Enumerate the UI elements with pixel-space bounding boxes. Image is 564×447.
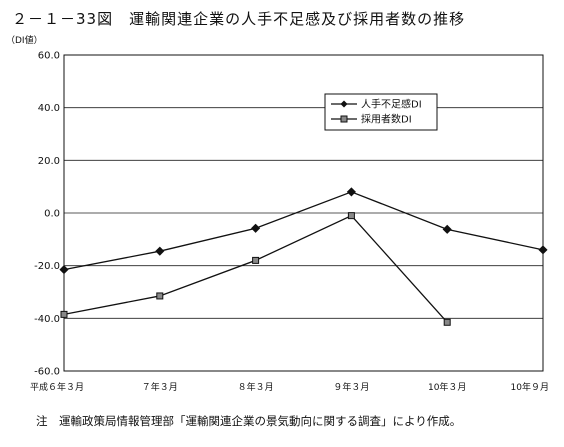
data-point-diamond: [442, 224, 452, 234]
chart-title: ２－１－33図 運輸関連企業の人手不足感及び採用者数の推移: [12, 10, 466, 28]
data-point-diamond: [251, 223, 261, 233]
plot-area-frame: [63, 54, 544, 372]
x-tick-label: 10年９月: [511, 381, 549, 393]
y-tick-label: 20.0: [38, 156, 60, 167]
legend-box: [324, 93, 438, 131]
y-tick-label: 0.0: [44, 209, 60, 220]
y-tick-label: 40.0: [38, 103, 60, 114]
data-point-square: [252, 256, 260, 264]
x-tick-label: 10年３月: [428, 381, 466, 393]
y-axis-ticks: 60.0 40.0 20.0 0.0 -20.0 -40.0 -60.0: [34, 51, 60, 378]
x-tick-label: ９年３月: [333, 381, 369, 393]
source-note: 注 運輸政策局情報管理部「運輸関連企業の景気動向に関する調査」により作成。: [36, 414, 462, 428]
data-point-diamond: [155, 246, 165, 256]
data-point-diamond: [346, 187, 356, 197]
legend-marker-diamond: [340, 100, 348, 108]
data-point-diamond: [59, 265, 69, 275]
x-tick-label: 平成６年３月: [30, 381, 84, 393]
data-series: [59, 187, 548, 326]
x-axis-ticks: 平成６年３月 ７年３月 ８年３月 ９年３月 10年３月 10年９月: [30, 381, 549, 393]
data-point-square: [60, 310, 68, 318]
y-tick-label: -60.0: [34, 367, 60, 378]
data-point-square: [443, 318, 451, 326]
data-point-square: [347, 212, 355, 220]
legend-label: 採用者数DI: [361, 113, 412, 126]
y-tick-label: -20.0: [34, 261, 60, 272]
y-tick-label: 60.0: [38, 51, 60, 62]
x-tick-label: ７年３月: [142, 381, 178, 393]
x-tick-label: ８年３月: [238, 381, 274, 393]
legend-label: 人手不足感DI: [361, 98, 422, 111]
data-point-diamond: [538, 245, 548, 255]
legend-marker-square: [340, 115, 348, 123]
data-point-square: [156, 292, 164, 300]
y-axis-unit-label: （DI値）: [6, 36, 43, 46]
chart-legend: 人手不足感DI 採用者数DI: [324, 93, 438, 131]
gridlines: [64, 107, 543, 319]
y-tick-label: -40.0: [34, 314, 60, 325]
series-line: [63, 191, 544, 271]
